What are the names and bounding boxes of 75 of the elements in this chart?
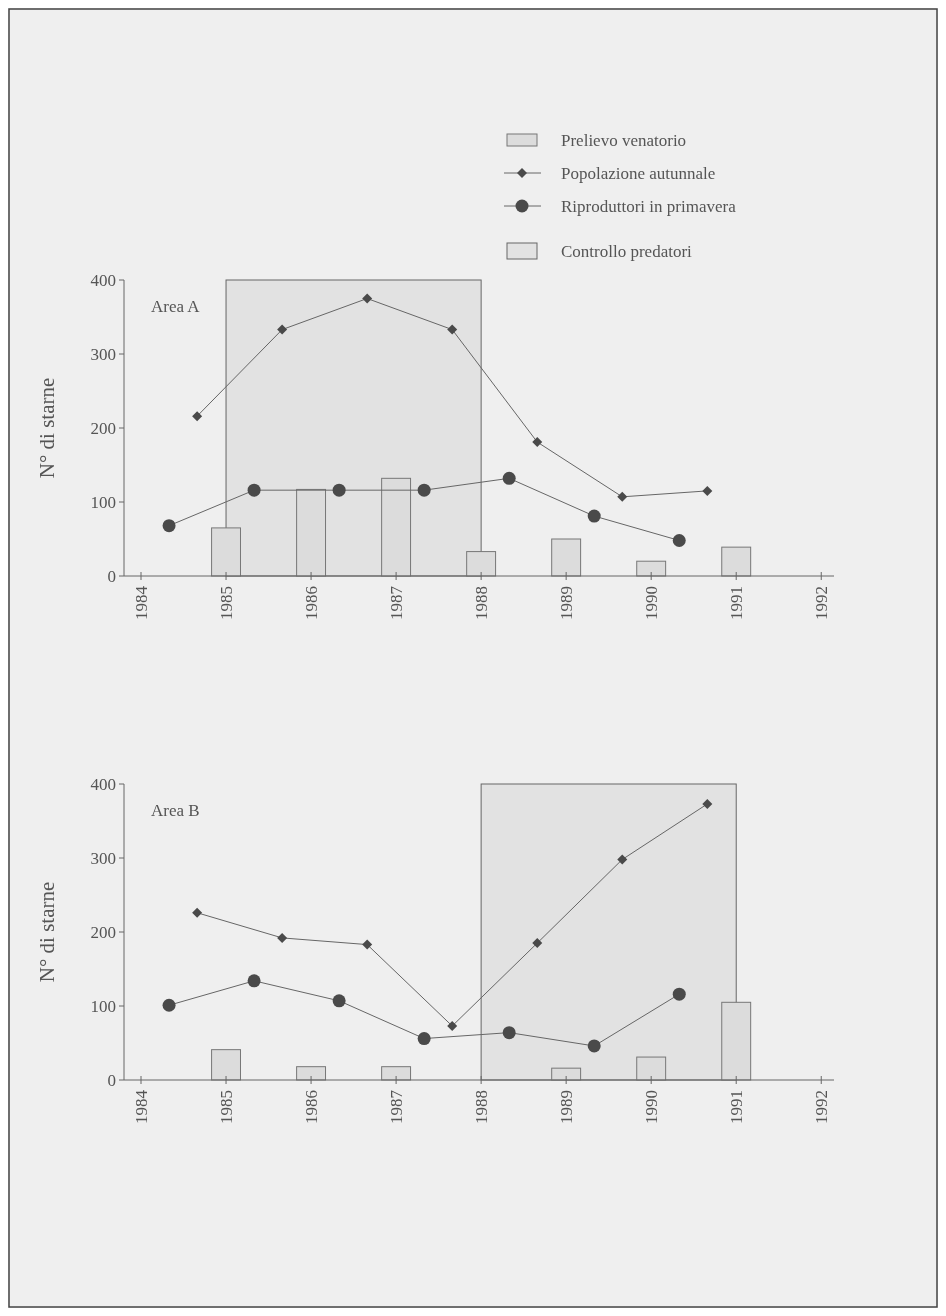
point bbox=[277, 324, 288, 335]
y-tick-label: 100 bbox=[90, 492, 116, 512]
point bbox=[672, 987, 686, 1001]
y-axis-title: N° di starne bbox=[35, 377, 59, 479]
y-tick-label: 0 bbox=[107, 1070, 116, 1090]
annotation: Area B bbox=[151, 800, 200, 820]
y-tick-label: 200 bbox=[90, 418, 116, 438]
point bbox=[702, 798, 713, 809]
point bbox=[417, 1032, 431, 1046]
y-tick-label: 0 bbox=[107, 566, 116, 586]
point bbox=[447, 1020, 458, 1031]
legend-label: Prelievo venatorio bbox=[561, 130, 687, 150]
x-tick-label: 1987 bbox=[387, 1089, 407, 1124]
point bbox=[192, 411, 203, 422]
point bbox=[162, 998, 176, 1012]
point bbox=[332, 483, 346, 497]
x-tick-label: 1989 bbox=[557, 586, 577, 620]
point bbox=[617, 491, 628, 502]
y-axis-title: N° di starne bbox=[35, 881, 59, 983]
point bbox=[162, 519, 176, 533]
y-tick-label: 400 bbox=[90, 774, 116, 794]
x-tick-label: 1987 bbox=[387, 585, 407, 620]
bar bbox=[636, 1056, 667, 1081]
bar bbox=[381, 477, 412, 577]
x-tick-label: 1985 bbox=[216, 586, 236, 620]
legend-label: Controllo predatori bbox=[561, 241, 693, 261]
bar bbox=[551, 538, 582, 577]
point bbox=[362, 939, 373, 950]
point bbox=[332, 994, 346, 1008]
bar bbox=[721, 1001, 752, 1081]
bar bbox=[466, 551, 497, 577]
x-tick-label: 1992 bbox=[812, 1090, 832, 1124]
point bbox=[532, 938, 543, 949]
point bbox=[447, 324, 458, 335]
x-tick-label: 1992 bbox=[812, 586, 832, 620]
x-tick-label: 1989 bbox=[557, 1090, 577, 1124]
point bbox=[532, 437, 543, 448]
bar bbox=[296, 488, 327, 577]
x-tick-label: 1988 bbox=[472, 1090, 492, 1124]
legend-label: Riproduttori in primavera bbox=[561, 196, 737, 216]
y-tick-label: 100 bbox=[90, 996, 116, 1016]
x-tick-label: 1991 bbox=[727, 586, 747, 620]
point bbox=[277, 932, 288, 943]
bar bbox=[211, 527, 241, 577]
x-tick-label: 1986 bbox=[302, 1090, 322, 1124]
point bbox=[247, 483, 261, 497]
point bbox=[672, 533, 686, 547]
point bbox=[587, 509, 601, 523]
y-tick-label: 300 bbox=[90, 848, 116, 868]
point bbox=[502, 471, 516, 485]
bar bbox=[721, 546, 752, 577]
x-tick-label: 1988 bbox=[472, 586, 492, 620]
point bbox=[247, 974, 261, 988]
x-tick-label: 1990 bbox=[642, 586, 662, 620]
y-tick-label: 200 bbox=[90, 922, 116, 942]
x-tick-label: 1984 bbox=[131, 585, 151, 620]
point bbox=[417, 483, 431, 497]
point bbox=[587, 1039, 601, 1053]
y-tick-label: 400 bbox=[90, 270, 116, 290]
y-tick-label: 300 bbox=[90, 344, 116, 364]
annotation: Area A bbox=[151, 296, 201, 316]
point bbox=[702, 485, 713, 496]
point bbox=[502, 1026, 516, 1040]
x-tick-label: 1991 bbox=[727, 1090, 747, 1124]
bar bbox=[296, 1066, 327, 1081]
x-tick-label: 1990 bbox=[642, 1090, 662, 1124]
legend-label: Popolazione autunnale bbox=[561, 163, 716, 183]
point bbox=[617, 854, 628, 865]
x-tick-label: 1985 bbox=[216, 1090, 236, 1124]
bar bbox=[381, 1066, 412, 1081]
x-tick-label: 1984 bbox=[131, 1089, 151, 1124]
point bbox=[192, 907, 203, 918]
bar bbox=[211, 1049, 241, 1081]
x-tick-label: 1986 bbox=[302, 586, 322, 620]
point bbox=[362, 293, 373, 304]
